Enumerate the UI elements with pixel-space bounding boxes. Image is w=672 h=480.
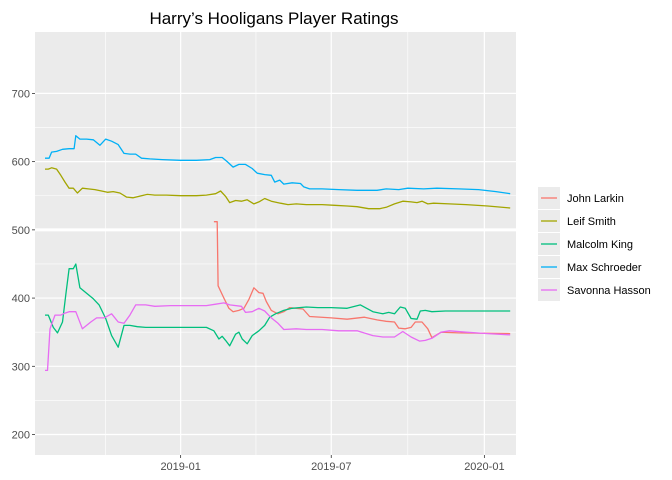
legend-label-malcolm-king: Malcolm King (567, 239, 633, 251)
legend-label-john-larkin: John Larkin (567, 193, 624, 205)
y-axis: 200 300 400 500 600 700 (12, 88, 35, 442)
legend-label-savonna-hasson: Savonna Hasson (567, 285, 651, 297)
series-line-john-larkin (213, 221, 511, 339)
legend-label-max-schroeder: Max Schroeder (567, 262, 642, 274)
y-tick-label: 300 (12, 361, 30, 373)
x-axis: 2019-01 2019-07 2020-01 (160, 455, 505, 473)
chart-title: Harry’s Hooligans Player Ratings (149, 9, 398, 28)
series-line-savonna-hasson (45, 302, 511, 372)
y-tick-label: 400 (12, 293, 30, 305)
y-tick-label: 200 (12, 430, 30, 442)
minor-grid (35, 32, 516, 455)
y-tick-label: 500 (12, 225, 30, 237)
series-line-max-schroeder (45, 135, 511, 195)
x-tick-label: 2019-01 (160, 461, 200, 473)
series-lines (45, 135, 511, 372)
x-tick-label: 2019-07 (311, 461, 351, 473)
legend-label-leif-smith: Leif Smith (567, 216, 616, 228)
legend: John Larkin Leif Smith Malcolm King Max Sch… (538, 187, 651, 301)
x-tick-label: 2020-01 (464, 461, 504, 473)
y-tick-label: 600 (12, 157, 30, 169)
plot-panel (35, 32, 516, 455)
series-line-leif-smith (45, 167, 511, 210)
major-grid (35, 32, 516, 455)
series-line-malcolm-king (45, 263, 511, 348)
y-tick-label: 700 (12, 88, 30, 100)
